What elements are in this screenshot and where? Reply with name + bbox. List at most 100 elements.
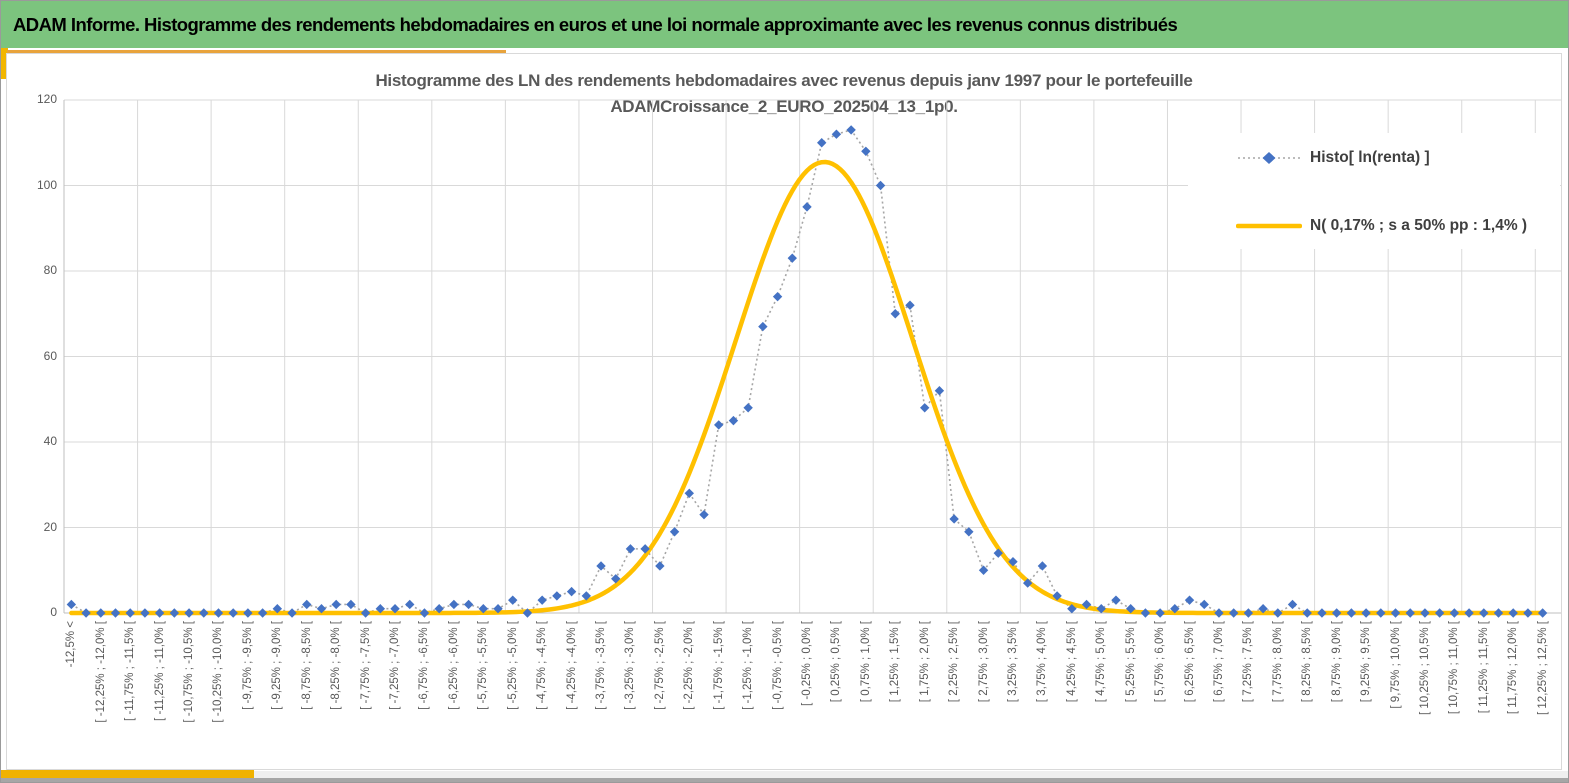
banner-title: ADAM Informe. Histogramme des rendements… [13, 13, 1178, 35]
histo-point [125, 608, 135, 618]
histo-point [1287, 599, 1298, 610]
x-tick-label: [ -9,75% ; -9,5% [ [241, 621, 254, 710]
histo-point [154, 608, 165, 618]
x-tick-label: [ 1,25% ; 1,5% [ [889, 621, 902, 703]
y-tick-label: 40 [43, 434, 57, 448]
histo-point [846, 125, 856, 135]
x-tick-label: [ 0,75% ; 1,0% [ [859, 621, 872, 703]
histo-point [905, 300, 915, 310]
histo-point [463, 599, 474, 610]
histo-point [169, 608, 180, 618]
y-tick-label: 20 [43, 519, 57, 534]
bottom-scrollbar-strip[interactable] [1, 778, 1568, 782]
histo-point [1302, 608, 1312, 618]
x-tick-label: [ -8,75% ; -8,5% [ [300, 621, 313, 710]
x-tick-label: [ -5,75% ; -5,5% [ [477, 621, 490, 710]
histo-point [920, 403, 930, 413]
histo-point [1081, 599, 1092, 610]
histo-point [1199, 599, 1209, 610]
histo-point [1022, 578, 1033, 588]
x-tick-label: [ -10,25% ; -10,0% [ [212, 621, 225, 723]
histo-series-marker-icon [1238, 152, 1300, 164]
x-tick-label: [ 9,75% ; 10,0% [ [1389, 621, 1402, 709]
histo-point [655, 561, 665, 571]
histo-point [419, 608, 430, 618]
histo-point [993, 548, 1003, 558]
histo-point [522, 608, 533, 618]
histo-point [1420, 608, 1430, 618]
histo-point [302, 599, 312, 610]
histo-point [934, 386, 945, 396]
x-tick-label: [ 5,25% ; 5,5% [ [1124, 621, 1137, 703]
orange-accent-line [7, 50, 506, 54]
histo-point [728, 415, 739, 426]
histo-point [611, 574, 621, 584]
x-tick-label: [ 7,75% ; 8,0% [ [1271, 621, 1284, 703]
histo-point [640, 544, 650, 554]
histo-point [184, 608, 194, 618]
histo-point [1008, 557, 1018, 567]
x-tick-label: [ -4,75% ; -4,5% [ [536, 621, 549, 710]
legend-item-normal[interactable]: N( 0,17% ; s a 50% pp : 1,4% ) [1236, 217, 1560, 235]
histo-point [772, 291, 783, 302]
histo-point [199, 608, 209, 618]
x-tick-label: [ -2,75% ; -2,5% [ [653, 621, 666, 710]
x-tick-label: [ 11,75% ; 12,0% [ [1507, 621, 1520, 715]
histo-point [375, 604, 386, 614]
x-tick-label: [ -11,25% ; -11,0% [ [153, 621, 166, 721]
chart-title: Histogramme des LN des rendements hebdom… [7, 68, 1561, 120]
yellow-accent-strip [1, 48, 8, 79]
histo-point [140, 608, 150, 618]
histo-point [1125, 604, 1136, 614]
x-tick-label: [ 11,25% ; 11,5% [ [1477, 621, 1490, 714]
histo-point [493, 604, 503, 614]
histo-point [978, 565, 989, 575]
histo-point [537, 595, 547, 605]
histo-point [1346, 608, 1357, 618]
x-tick-label: [ -6,75% ; -6,5% [ [418, 621, 431, 710]
histo-point [596, 561, 606, 571]
histo-point [802, 202, 812, 212]
histo-point [625, 544, 636, 554]
y-tick-label: 60 [43, 348, 57, 363]
x-tick-label: [ 4,25% ; 4,5% [ [1065, 621, 1078, 703]
header-banner: ADAM Informe. Histogramme des rendements… [1, 1, 1568, 48]
histo-point [1508, 608, 1518, 618]
x-tick-label: [ 8,75% ; 9,0% [ [1330, 621, 1343, 703]
histo-point [817, 138, 827, 148]
normal-curve-marker-icon [1236, 223, 1302, 229]
x-tick-label: [ -3,75% ; -3,5% [ [595, 621, 608, 710]
histo-point [1434, 608, 1445, 618]
x-tick-label: [ 5,75% ; 6,0% [ [1154, 621, 1167, 703]
histo-point [684, 488, 694, 498]
histo-point [243, 608, 253, 618]
histo-point [669, 527, 680, 537]
histo-point [1390, 608, 1401, 618]
x-tick-label: [ 2,75% ; 3,0% [ [977, 621, 990, 703]
histo-point [287, 608, 297, 618]
x-tick-label: [ 0,25% ; 0,5% [ [830, 621, 843, 703]
y-tick-label: 80 [43, 263, 57, 277]
x-tick-label: [ 7,25% ; 7,5% [ [1242, 621, 1255, 703]
legend-item-histo[interactable]: Histo[ ln(renta) ] [1236, 149, 1560, 167]
histo-point [964, 527, 974, 537]
histo-point [890, 309, 900, 319]
histo-point [228, 608, 238, 618]
histo-point [714, 420, 724, 430]
x-tick-label: [ -0,75% ; -0,5% [ [771, 621, 784, 710]
histo-point [1273, 608, 1283, 618]
chart-area[interactable]: Histogramme des LN des rendements hebdom… [6, 53, 1562, 770]
x-tick-label: [ 12,25% ; 12,5% [ [1536, 621, 1549, 715]
x-tick-label: [ -1,75% ; -1,5% [ [712, 621, 725, 710]
x-tick-label: [ 10,25% ; 10,5% [ [1418, 621, 1431, 715]
x-tick-label: [ 10,75% ; 11,0% [ [1448, 621, 1461, 715]
x-tick-label: [ 4,75% ; 5,0% [ [1095, 621, 1108, 703]
histo-point [1243, 608, 1254, 618]
histo-point [1155, 608, 1165, 618]
histo-point [257, 608, 268, 618]
x-tick-label: [ -0,25% ; 0,0% [ [801, 621, 813, 707]
histo-point [1376, 608, 1386, 618]
histo-point [875, 180, 886, 191]
chart-title-line1: Histogramme des LN des rendements hebdom… [375, 71, 1193, 90]
